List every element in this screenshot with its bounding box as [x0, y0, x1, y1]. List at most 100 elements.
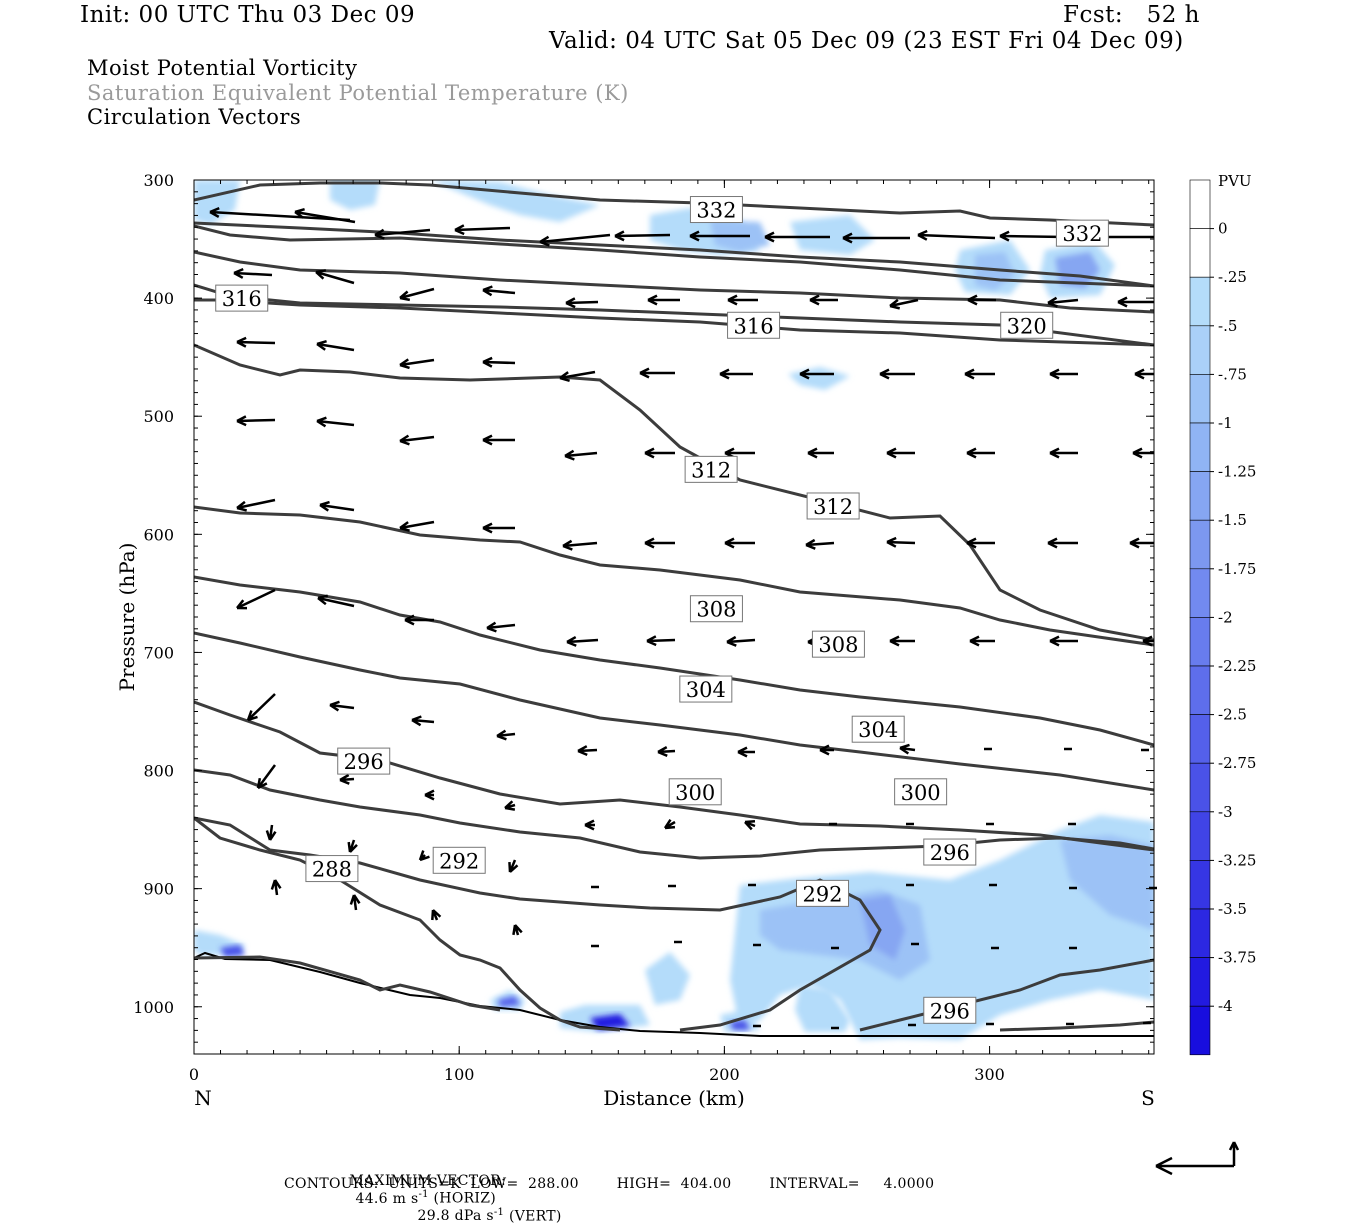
pv-region [498, 996, 520, 1007]
circulation-vector [663, 818, 676, 830]
circulation-vector [842, 232, 910, 244]
x-axis: 0 100 200 300 [189, 180, 1005, 1084]
circulation-vector [236, 498, 276, 512]
y-tick-label: 300 [143, 171, 174, 190]
circulation-vector [799, 368, 834, 380]
circulation-vector [689, 230, 750, 242]
x-tick-label: 100 [444, 1065, 475, 1084]
forecast-hour: Fcst: 52 h [1063, 2, 1200, 28]
field-title-vectors: Circulation Vectors [87, 105, 302, 129]
circulation-vector [504, 800, 516, 811]
circulation-vector [577, 745, 598, 757]
circulation-vector [889, 635, 915, 647]
contour-label-box [923, 838, 977, 866]
colorbar-swatch [1189, 471, 1211, 521]
colorbar-label: -3 [1218, 803, 1233, 821]
contour-296-lower [859, 958, 1154, 1032]
circulation-vector [1047, 296, 1079, 308]
contour-300 [194, 700, 1154, 852]
colorbar-label: -3.5 [1218, 900, 1247, 918]
colorbar-label: -2.25 [1218, 657, 1256, 675]
contour-label: 292 [439, 849, 479, 873]
circulation-vector [889, 298, 919, 310]
vert-suffix: (VERT) [504, 1208, 562, 1224]
circulation-vector [454, 224, 511, 236]
colorbar-label: -2.75 [1218, 754, 1256, 772]
valid-time: Valid: 04 UTC Sat 05 Dec 09 (23 EST Fri … [549, 28, 1184, 54]
contour-label: 308 [696, 598, 736, 622]
circulation-vector [236, 588, 276, 610]
circulation-vector [1117, 296, 1154, 308]
contour-label-box [684, 455, 738, 483]
circulation-vector [316, 339, 355, 352]
circulation-vector [657, 746, 676, 757]
circulation-vector [424, 789, 435, 801]
pv-region [220, 945, 245, 957]
circulation-vector [899, 743, 916, 755]
circulation-vector [724, 537, 755, 549]
pv-region [330, 180, 380, 210]
x-axis-right-end: S [1141, 1086, 1155, 1110]
contour-label-box [689, 196, 743, 224]
circulation-vector [236, 336, 276, 348]
contour-304 [194, 631, 1154, 792]
circulation-vector [564, 449, 598, 461]
contour-328 [194, 224, 1154, 288]
circulation-vector [482, 356, 516, 368]
contour-label-box [668, 778, 722, 806]
circulation-vector [1129, 537, 1154, 549]
circulation-vector [316, 416, 355, 428]
circulation-vectors [209, 207, 1157, 1030]
contour-label: 332 [696, 199, 736, 223]
circulation-vector [315, 269, 355, 285]
circulation-vector [209, 207, 351, 222]
contour-312 [194, 505, 1154, 647]
circulation-vector [584, 819, 595, 831]
circulation-vector [319, 500, 355, 512]
init-time: Init: 00 UTC Thu 03 Dec 09 [80, 2, 416, 28]
circulation-vector [764, 231, 830, 243]
circulation-vector [508, 859, 519, 873]
circulation-vector [399, 287, 435, 302]
circulation-vector [1049, 635, 1078, 647]
x-axis-left-end: N [194, 1086, 212, 1110]
circulation-vector [964, 368, 995, 380]
colorbar-units: PVU [1218, 172, 1252, 190]
circulation-vector [917, 229, 996, 241]
contour-label: 320 [1007, 314, 1047, 338]
circulation-vector [614, 230, 671, 242]
field-title-pv: Moist Potential Vorticity [87, 56, 358, 80]
y-tick-label: 600 [143, 525, 174, 544]
circulation-vector [805, 538, 835, 550]
contour-label-box [894, 778, 948, 806]
colorbar-swatch [1189, 325, 1211, 375]
contour-label-box [215, 284, 269, 312]
circulation-vector [966, 537, 995, 549]
colorbar-swatch [1189, 1005, 1211, 1056]
circulation-vector [1049, 368, 1078, 380]
colorbar-swatch [1189, 568, 1211, 618]
contour-label: 300 [901, 781, 941, 805]
circulation-vector [879, 368, 915, 380]
circulation-vector [399, 520, 435, 532]
circulation-vector [294, 207, 356, 224]
x-axis-label: Distance (km) [603, 1086, 745, 1110]
contour-label-box [796, 879, 850, 907]
pv-region [194, 180, 240, 225]
contour-label: 296 [930, 841, 970, 865]
contour-288 [194, 955, 501, 1012]
contour-label: 332 [1062, 222, 1102, 246]
circulation-vector [999, 230, 1066, 242]
circulation-vector [399, 358, 435, 370]
pv-shading [194, 180, 1154, 1040]
max-vert-value: 29.8 dPa s [417, 1208, 494, 1224]
contour-320 [194, 283, 1154, 347]
contour-316 [194, 298, 1154, 347]
contour-316-b [194, 343, 1154, 642]
colorbar-swatch [1189, 957, 1211, 1007]
pv-colorbar: 0 -.25 -.5 -.75 -1 -1.25 -1.5 -1.75 -2 -2.25 -2.5 -… [1189, 179, 1256, 1056]
colorbar-label: -1 [1218, 414, 1233, 432]
contour-labels: 332 332 316 316 320 312 312 308 308 304 304 296 300 3… [215, 196, 1109, 1024]
circulation-vector [270, 879, 282, 896]
circulation-vector [744, 820, 756, 831]
